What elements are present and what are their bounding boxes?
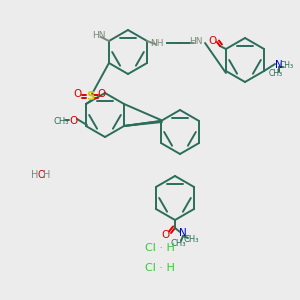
Text: O: O [209, 36, 217, 46]
Text: O: O [98, 89, 106, 99]
Text: NH: NH [150, 38, 164, 47]
Text: HN: HN [92, 32, 106, 40]
Text: S: S [86, 91, 94, 103]
Text: CH₃: CH₃ [280, 61, 294, 70]
Text: CH₃: CH₃ [53, 116, 69, 125]
Text: CH₃: CH₃ [269, 70, 283, 79]
Text: HN: HN [189, 38, 203, 46]
Text: Cl · H: Cl · H [145, 263, 175, 273]
Text: O: O [69, 116, 77, 126]
Text: O: O [37, 170, 45, 180]
Text: H: H [43, 170, 51, 180]
Text: N: N [275, 60, 283, 70]
Text: Cl · H: Cl · H [145, 243, 175, 253]
Text: N: N [179, 228, 187, 238]
Text: O: O [74, 89, 82, 99]
Text: O: O [162, 230, 170, 240]
Text: CH₃: CH₃ [183, 236, 199, 244]
Text: CH₃: CH₃ [170, 238, 186, 247]
Text: H: H [31, 170, 39, 180]
